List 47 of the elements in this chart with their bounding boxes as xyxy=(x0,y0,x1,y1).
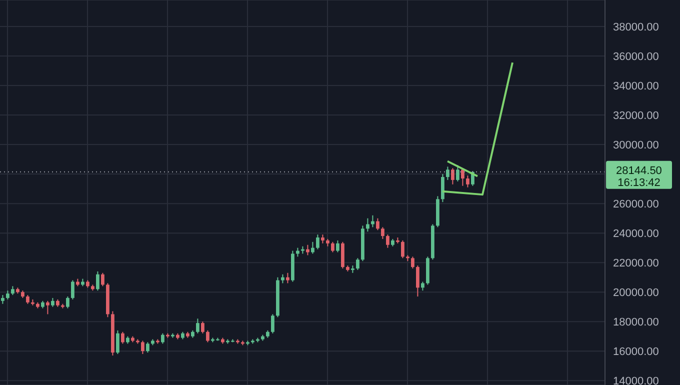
y-tick-label: 38000.00 xyxy=(613,21,659,34)
candlestick xyxy=(451,168,454,185)
candlestick xyxy=(201,321,204,334)
candlestick xyxy=(96,270,100,292)
candlestick xyxy=(101,272,104,287)
candlestick xyxy=(146,342,150,354)
y-tick-label: 16000.00 xyxy=(613,346,659,358)
candlestick xyxy=(46,300,50,315)
candlestick xyxy=(331,241,334,253)
candlestick xyxy=(196,318,200,334)
candlestick xyxy=(411,256,414,269)
candlestick xyxy=(356,258,360,270)
y-tick-label: 14000.00 xyxy=(613,375,659,385)
candlestick xyxy=(446,166,450,180)
y-tick-label: 34000.00 xyxy=(613,80,659,92)
candlestick xyxy=(66,296,70,309)
candlestick xyxy=(271,314,274,334)
candlestick xyxy=(381,226,384,240)
y-tick-label: 20000.00 xyxy=(613,286,659,299)
candlestick xyxy=(401,240,404,259)
candlestick xyxy=(141,340,144,355)
candlestick xyxy=(456,164,460,182)
candlestick xyxy=(386,234,390,248)
candlestick xyxy=(466,175,470,188)
candlestick xyxy=(376,218,380,231)
candlestick xyxy=(311,241,314,254)
y-tick-label: 26000.00 xyxy=(613,198,659,210)
candlestick xyxy=(316,234,320,250)
y-tick-label: 30000.00 xyxy=(613,139,659,152)
candlestick xyxy=(341,241,344,269)
y-tick-label: 24000.00 xyxy=(613,228,659,240)
y-tick-label: 22000.00 xyxy=(613,257,659,270)
candlestick xyxy=(336,240,340,253)
candlestick xyxy=(161,332,164,344)
candlestick xyxy=(116,330,120,355)
candlestick xyxy=(206,330,210,343)
y-tick-label: 18000.00 xyxy=(613,316,659,328)
candlestick xyxy=(71,280,74,300)
y-tick-label: 32000.00 xyxy=(613,110,659,122)
ref-line-label: 28144.50 xyxy=(616,164,662,177)
candlestick xyxy=(366,218,370,232)
candlestick xyxy=(441,174,444,203)
y-tick-label: 36000.00 xyxy=(613,50,659,63)
candlestick xyxy=(416,265,420,297)
candlestick xyxy=(121,331,124,344)
candlestick xyxy=(286,272,290,284)
text: 16:13:42 xyxy=(618,176,660,189)
